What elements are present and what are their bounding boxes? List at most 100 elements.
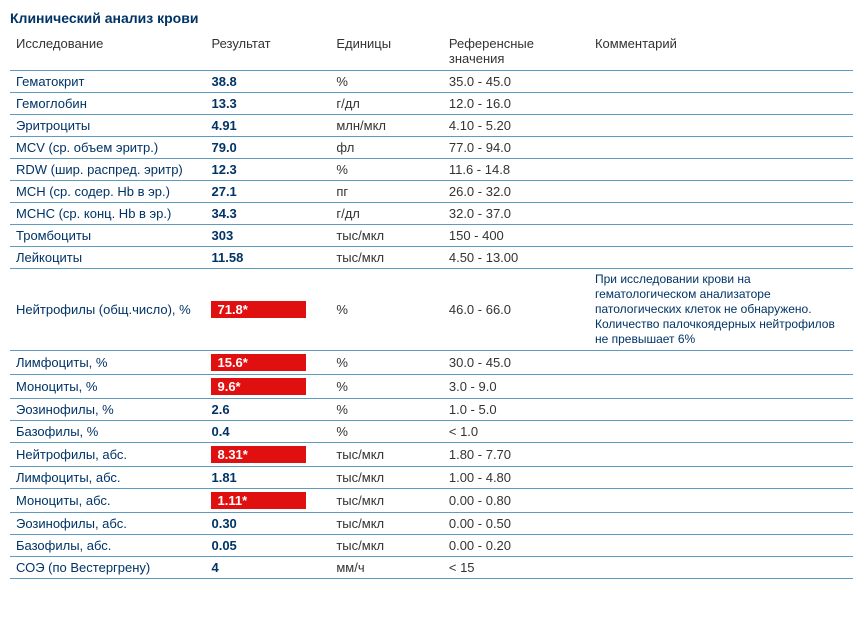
result-value-abnormal: 71.8* [211,301,306,318]
cell-result: 38.8 [205,71,330,93]
cell-reference: < 15 [443,557,589,579]
cell-test: Нейтрофилы (общ.число), % [10,269,205,351]
cell-reference: 12.0 - 16.0 [443,93,589,115]
cell-units: % [330,375,443,399]
col-header-units: Единицы [330,32,443,71]
result-value: 38.8 [211,74,236,89]
cell-units: % [330,351,443,375]
cell-result: 4 [205,557,330,579]
cell-comment [589,535,853,557]
result-value: 4 [211,560,218,575]
cell-test: Эритроциты [10,115,205,137]
cell-comment [589,489,853,513]
cell-result: 27.1 [205,181,330,203]
cell-test: Тромбоциты [10,225,205,247]
cell-comment [589,513,853,535]
cell-result: 4.91 [205,115,330,137]
cell-test: MCHC (ср. конц. Hb в эр.) [10,203,205,225]
cell-reference: 0.00 - 0.80 [443,489,589,513]
table-row: Базофилы, абс.0.05тыс/мкл0.00 - 0.20 [10,535,853,557]
cell-units: тыс/мкл [330,443,443,467]
cell-test: Эозинофилы, абс. [10,513,205,535]
table-header-row: Исследование Результат Единицы Референсн… [10,32,853,71]
cell-units: пг [330,181,443,203]
cell-comment [589,467,853,489]
cell-result: 71.8* [205,269,330,351]
cell-reference: 4.10 - 5.20 [443,115,589,137]
cell-test: Моноциты, % [10,375,205,399]
cell-test: СОЭ (по Вестергрену) [10,557,205,579]
result-value-abnormal: 15.6* [211,354,306,371]
result-value: 303 [211,228,233,243]
table-row: Базофилы, %0.4%< 1.0 [10,421,853,443]
table-row: Эозинофилы, абс.0.30тыс/мкл0.00 - 0.50 [10,513,853,535]
result-value: 1.81 [211,470,236,485]
cell-result: 13.3 [205,93,330,115]
cell-comment [589,399,853,421]
result-value: 2.6 [211,402,229,417]
table-row: Гемоглобин 13.3 г/дл12.0 - 16.0 [10,93,853,115]
col-header-result: Результат [205,32,330,71]
cell-comment [589,247,853,269]
col-header-ref: Референсные значения [443,32,589,71]
cell-test: Нейтрофилы, абс. [10,443,205,467]
cell-result: 1.11* [205,489,330,513]
cell-comment [589,93,853,115]
table-row: Гематокрит38.8%35.0 - 45.0 [10,71,853,93]
cell-test: Гематокрит [10,71,205,93]
cell-reference: 26.0 - 32.0 [443,181,589,203]
result-value: 0.30 [211,516,236,531]
cell-comment [589,443,853,467]
table-row: Эритроциты4.91млн/мкл4.10 - 5.20 [10,115,853,137]
table-row: Моноциты, %9.6*%3.0 - 9.0 [10,375,853,399]
result-value-abnormal: 9.6* [211,378,306,395]
cell-test: RDW (шир. распред. эритр) [10,159,205,181]
result-value: 27.1 [211,184,236,199]
cell-units: тыс/мкл [330,247,443,269]
result-value-abnormal: 8.31* [211,446,306,463]
cell-comment [589,375,853,399]
result-value: 4.91 [211,118,236,133]
cell-result: 79.0 [205,137,330,159]
cell-units: % [330,71,443,93]
cell-units: % [330,421,443,443]
cell-test: Лимфоциты, % [10,351,205,375]
cell-units: г/дл [330,93,443,115]
cell-reference: 150 - 400 [443,225,589,247]
cell-result: 15.6* [205,351,330,375]
table-row: Лейкоциты11.58тыс/мкл4.50 - 13.00 [10,247,853,269]
cell-units: тыс/мкл [330,489,443,513]
cell-result: 9.6* [205,375,330,399]
cell-result: 0.4 [205,421,330,443]
table-row: MCH (ср. содер. Hb в эр.)27.1пг26.0 - 32… [10,181,853,203]
cell-reference: 1.00 - 4.80 [443,467,589,489]
result-value: 79.0 [211,140,236,155]
results-table: Исследование Результат Единицы Референсн… [10,32,853,579]
col-header-test: Исследование [10,32,205,71]
table-row: MCV (ср. объем эритр.)79.0фл77.0 - 94.0 [10,137,853,159]
cell-reference: 32.0 - 37.0 [443,203,589,225]
result-value: 11.58 [211,250,243,265]
result-value: 13.3 [211,96,236,111]
cell-result: 8.31* [205,443,330,467]
cell-units: тыс/мкл [330,535,443,557]
table-row: Моноциты, абс.1.11*тыс/мкл0.00 - 0.80 [10,489,853,513]
cell-reference: 1.80 - 7.70 [443,443,589,467]
table-row: Тромбоциты 303 тыс/мкл150 - 400 [10,225,853,247]
table-row: Нейтрофилы (общ.число), %71.8*%46.0 - 66… [10,269,853,351]
cell-test: Гемоглобин [10,93,205,115]
cell-reference: 4.50 - 13.00 [443,247,589,269]
cell-units: тыс/мкл [330,225,443,247]
cell-test: Базофилы, абс. [10,535,205,557]
cell-test: MCV (ср. объем эритр.) [10,137,205,159]
col-header-comment: Комментарий [589,32,853,71]
cell-reference: 11.6 - 14.8 [443,159,589,181]
table-row: Эозинофилы, %2.6%1.0 - 5.0 [10,399,853,421]
cell-reference: < 1.0 [443,421,589,443]
report-title: Клинический анализ крови [10,10,853,26]
cell-units: % [330,159,443,181]
table-row: СОЭ (по Вестергрену)4мм/ч< 15 [10,557,853,579]
cell-comment [589,203,853,225]
cell-result: 303 [205,225,330,247]
cell-units: фл [330,137,443,159]
